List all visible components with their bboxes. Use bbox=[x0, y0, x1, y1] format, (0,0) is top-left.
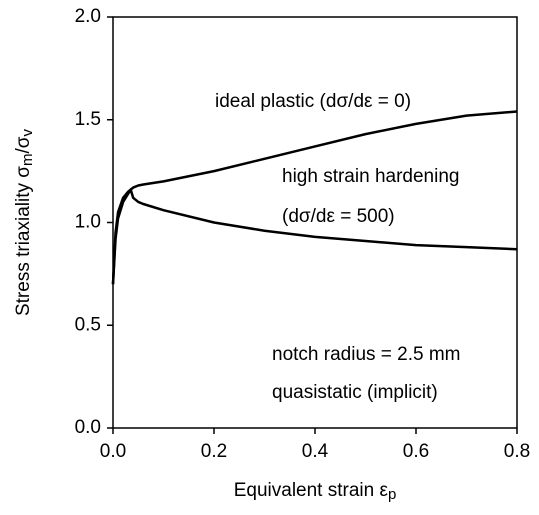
y-tick-label: 0.5 bbox=[75, 314, 101, 335]
label-part: Equivalent strain ε bbox=[234, 480, 389, 501]
label-part: /σ bbox=[13, 136, 34, 153]
y-axis-label: Stress triaxiality σm/σv bbox=[13, 128, 36, 316]
x-tick-label: 0.0 bbox=[100, 441, 126, 462]
annotation: high strain hardening bbox=[282, 166, 459, 187]
x-tick-label: 0.4 bbox=[302, 441, 329, 462]
subscript: v bbox=[19, 128, 36, 136]
line-series bbox=[111, 188, 518, 285]
x-tick-label: 0.2 bbox=[201, 441, 227, 462]
y-tick-label: 0.0 bbox=[75, 417, 101, 438]
y-tick-label: 1.5 bbox=[75, 109, 101, 130]
subscript: m bbox=[19, 153, 36, 166]
x-tick-label: 0.8 bbox=[504, 441, 530, 462]
x-axis-label: Equivalent strain εp bbox=[234, 480, 397, 503]
x-tick-label: 0.6 bbox=[403, 441, 429, 462]
annotation: notch radius = 2.5 mm bbox=[272, 344, 461, 365]
subscript: p bbox=[388, 486, 396, 503]
annotation: quasistatic (implicit) bbox=[272, 382, 438, 403]
label-part: Stress triaxiality σ bbox=[13, 166, 34, 316]
y-tick-label: 1.0 bbox=[75, 212, 101, 233]
annotation: (dσ/dε = 500) bbox=[282, 206, 395, 227]
annotation: ideal plastic (dσ/dε = 0) bbox=[215, 91, 411, 112]
line-series bbox=[111, 110, 518, 285]
y-tick-label: 2.0 bbox=[75, 6, 101, 27]
